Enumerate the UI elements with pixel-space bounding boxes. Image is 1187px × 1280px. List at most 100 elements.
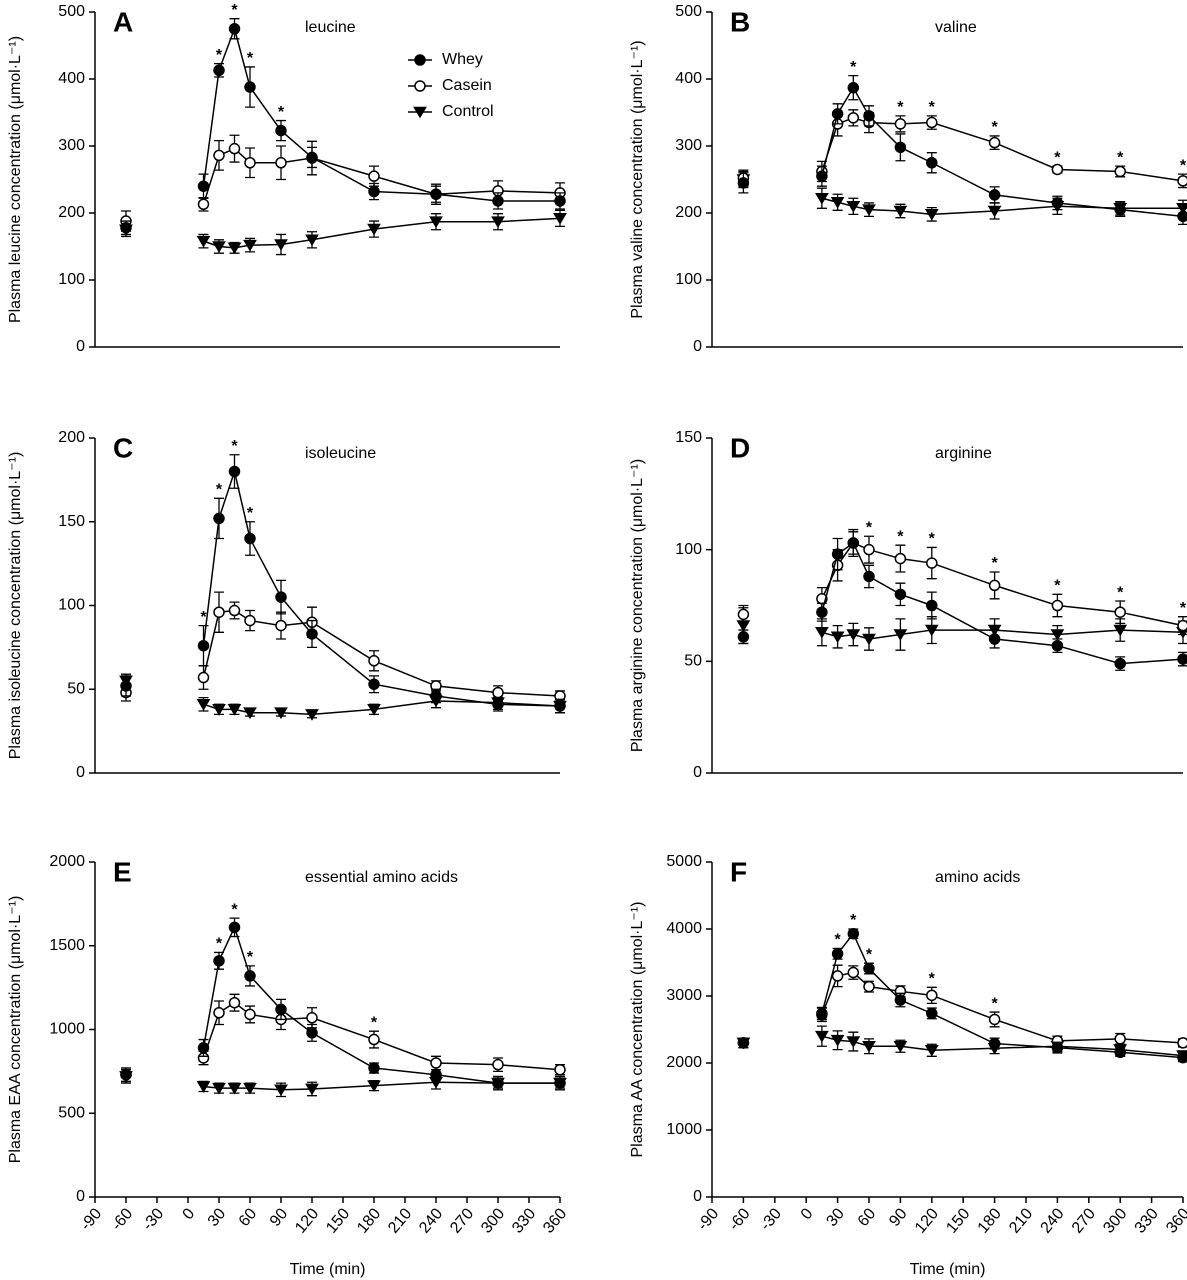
y-tick-label: 300 — [58, 137, 85, 154]
data-point — [1177, 175, 1187, 187]
x-tick-label: 180 — [975, 1205, 1005, 1236]
x-tick-label: 330 — [509, 1205, 539, 1236]
significance-mark: * — [897, 528, 904, 545]
panel: 0 100 200 300 400 500 Plasma valine concentrat… — [629, 3, 1187, 355]
y-tick-label: 2000 — [49, 853, 85, 870]
series-line — [202, 147, 561, 205]
data-point — [492, 195, 504, 207]
data-point — [274, 239, 288, 251]
panel-label: A — [113, 6, 133, 37]
panel-title: leucine — [305, 19, 356, 36]
significance-mark: * — [247, 949, 254, 966]
data-point — [213, 955, 225, 967]
series-line — [203, 217, 561, 249]
data-point — [212, 704, 226, 716]
data-point — [894, 141, 907, 154]
data-point — [815, 1030, 829, 1043]
data-point — [893, 629, 908, 641]
x-tick-label: 300 — [1100, 1205, 1130, 1236]
significance-mark: * — [929, 971, 936, 988]
data-point — [1114, 657, 1126, 670]
data-point — [120, 221, 132, 234]
data-point — [893, 205, 908, 218]
y-tick-label: 500 — [58, 1104, 85, 1121]
panel: 0 500 1000 1500 2000 -90 -60 -30 0 30 60 90 120 150 18… — [7, 853, 570, 1278]
data-point — [244, 532, 256, 545]
significance-mark: * — [231, 2, 238, 19]
data-point — [1051, 197, 1064, 209]
data-point — [275, 124, 287, 137]
data-point — [863, 980, 875, 993]
x-tick-label: 150 — [943, 1205, 973, 1236]
x-tick-label: 0 — [798, 1205, 817, 1223]
x-tick-label: 120 — [292, 1205, 322, 1236]
significance-mark: * — [834, 932, 841, 949]
data-point — [846, 1036, 861, 1048]
data-point — [862, 633, 876, 646]
significance-mark: * — [216, 482, 223, 499]
data-point — [228, 23, 241, 35]
significance-mark: * — [850, 59, 857, 76]
data-point — [227, 704, 242, 716]
legend-label: Control — [442, 103, 494, 120]
data-point — [306, 628, 318, 640]
x-tick-label: 360 — [1163, 1205, 1187, 1236]
data-point — [244, 970, 256, 982]
data-point — [196, 699, 211, 711]
x-tick-label: -90 — [694, 1205, 722, 1234]
data-point — [815, 627, 829, 639]
data-point — [831, 970, 844, 982]
data-point — [244, 614, 256, 627]
x-tick-label: 30 — [205, 1205, 230, 1230]
data-point — [430, 1057, 442, 1069]
y-axis-label: Plasma EAA concentration (μmol·L⁻¹) — [7, 896, 24, 1164]
x-axis-label: Time (min) — [910, 1261, 986, 1278]
series-line — [821, 197, 1183, 216]
legend-label: Casein — [442, 77, 492, 94]
y-tick-label: 1000 — [666, 1121, 702, 1138]
significance-mark: * — [850, 912, 857, 929]
data-point — [1177, 1037, 1187, 1049]
significance-mark: * — [866, 946, 873, 963]
data-point — [367, 223, 381, 236]
significance-mark: * — [231, 901, 238, 918]
data-point — [1051, 599, 1064, 612]
significance-mark: * — [216, 936, 223, 953]
y-tick-label: 0 — [693, 1188, 702, 1205]
x-tick-label: 210 — [385, 1205, 415, 1236]
data-point — [491, 216, 505, 229]
data-point — [924, 1044, 939, 1057]
y-tick-label: 3000 — [666, 987, 702, 1004]
data-point — [492, 1058, 504, 1071]
significance-mark: * — [1180, 157, 1187, 174]
data-point — [553, 213, 567, 225]
data-point — [987, 205, 1002, 218]
y-tick-label: 200 — [58, 204, 85, 221]
data-point — [228, 465, 241, 478]
series-line — [203, 1081, 560, 1091]
data-point — [430, 1068, 442, 1081]
data-point — [306, 1012, 318, 1024]
significance-mark: * — [1117, 149, 1124, 166]
data-point — [830, 631, 845, 644]
data-point — [988, 633, 1001, 645]
data-point — [1114, 165, 1126, 178]
data-point — [1114, 606, 1126, 618]
y-axis-label: Plasma arginine concentration (μmol·L⁻¹) — [629, 459, 646, 752]
y-tick-label: 100 — [675, 541, 702, 558]
y-axis-label: Plasma isoleucine concentration (μmol·L⁻… — [7, 452, 24, 760]
x-tick-label: 120 — [912, 1205, 942, 1236]
data-point — [275, 591, 287, 603]
data-point — [367, 1080, 381, 1092]
panel-label: F — [730, 856, 747, 887]
data-point — [862, 204, 876, 217]
series-line — [821, 86, 1184, 218]
y-tick-label: 0 — [76, 338, 85, 355]
data-point — [274, 707, 288, 720]
data-point — [894, 994, 907, 1006]
data-point — [368, 1062, 380, 1074]
panel-title: essential amino acids — [305, 869, 458, 886]
series-line — [202, 925, 560, 1084]
x-tick-label: 150 — [323, 1205, 353, 1236]
